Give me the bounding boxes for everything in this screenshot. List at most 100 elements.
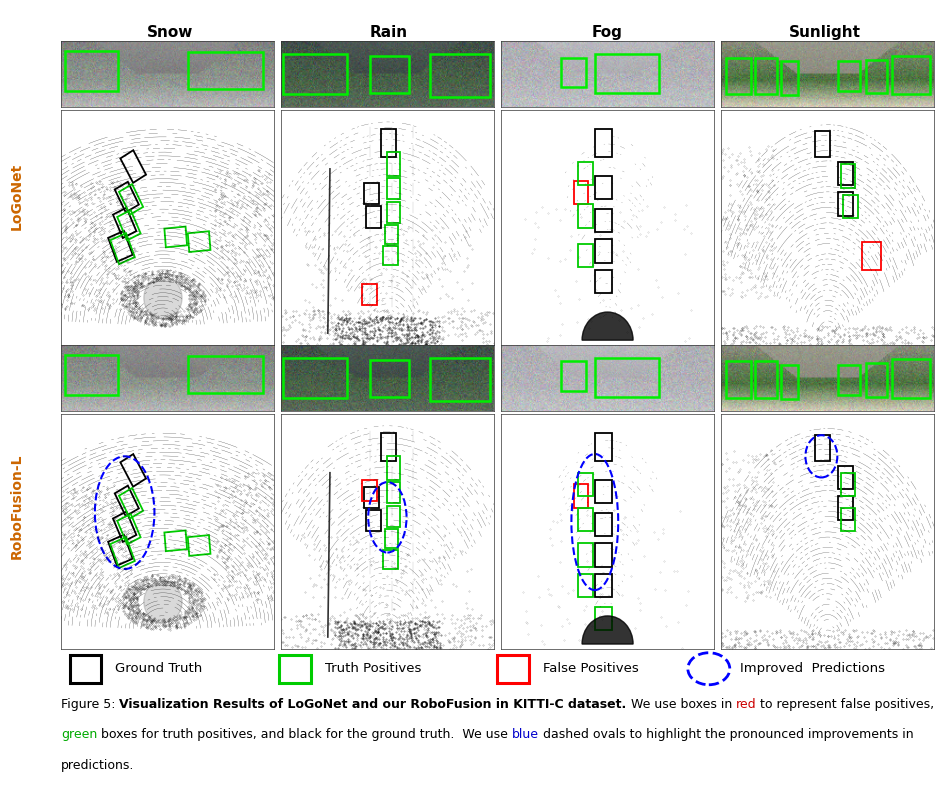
Bar bbox=[725, 57, 752, 94]
Bar bbox=[892, 360, 929, 398]
Text: LoGoNet: LoGoNet bbox=[10, 162, 23, 230]
Bar bbox=[69, 655, 101, 683]
Wedge shape bbox=[582, 616, 633, 644]
Bar bbox=[862, 242, 881, 270]
Bar bbox=[578, 473, 592, 496]
Text: green: green bbox=[61, 728, 97, 741]
Circle shape bbox=[144, 581, 183, 623]
Text: Visualization Results of LoGoNet and our RoboFusion in KITTI-C dataset.: Visualization Results of LoGoNet and our… bbox=[120, 698, 626, 711]
Text: to represent false positives,: to represent false positives, bbox=[756, 698, 934, 711]
Text: Fog: Fog bbox=[592, 25, 622, 40]
Bar bbox=[594, 513, 612, 536]
Bar bbox=[383, 246, 398, 265]
Bar bbox=[578, 162, 592, 185]
Bar bbox=[594, 270, 612, 294]
Bar bbox=[578, 574, 592, 597]
Bar bbox=[594, 129, 612, 157]
Bar bbox=[66, 355, 118, 395]
Bar bbox=[362, 480, 377, 501]
Bar bbox=[430, 54, 490, 97]
Bar bbox=[839, 466, 854, 489]
Bar bbox=[594, 574, 612, 597]
Bar bbox=[383, 550, 398, 569]
Bar bbox=[574, 181, 589, 204]
Text: RoboFusion-L: RoboFusion-L bbox=[10, 454, 23, 559]
Bar bbox=[578, 204, 592, 228]
Bar bbox=[366, 206, 381, 228]
Text: Rain: Rain bbox=[370, 25, 407, 40]
Text: Sunlight: Sunlight bbox=[789, 25, 861, 40]
Text: Figure 5:: Figure 5: bbox=[61, 698, 120, 711]
Bar bbox=[842, 195, 857, 218]
Bar bbox=[561, 57, 586, 87]
Bar bbox=[839, 496, 854, 520]
Bar bbox=[866, 60, 887, 93]
Bar bbox=[781, 61, 798, 95]
Text: False Positives: False Positives bbox=[543, 663, 638, 675]
Bar bbox=[364, 487, 379, 508]
Bar bbox=[362, 284, 377, 305]
Bar bbox=[755, 57, 777, 94]
Bar bbox=[498, 655, 529, 683]
Bar bbox=[839, 365, 859, 395]
Bar bbox=[594, 239, 612, 263]
Bar bbox=[578, 543, 592, 567]
Text: predictions.: predictions. bbox=[61, 759, 134, 772]
Bar bbox=[866, 363, 887, 396]
Wedge shape bbox=[582, 312, 633, 340]
Text: Improved  Predictions: Improved Predictions bbox=[740, 663, 885, 675]
Bar bbox=[388, 506, 401, 527]
Text: Truth Positives: Truth Positives bbox=[325, 663, 421, 675]
Bar bbox=[279, 655, 311, 683]
Bar bbox=[839, 61, 859, 90]
Text: dashed ovals to highlight the pronounced improvements in: dashed ovals to highlight the pronounced… bbox=[539, 728, 914, 741]
Bar bbox=[594, 209, 612, 232]
Bar bbox=[284, 54, 347, 94]
Bar bbox=[364, 183, 379, 204]
Bar bbox=[371, 360, 409, 396]
Bar bbox=[388, 456, 401, 480]
Bar bbox=[188, 356, 263, 392]
Text: Ground Truth: Ground Truth bbox=[115, 663, 202, 675]
Bar bbox=[578, 244, 592, 268]
Bar bbox=[815, 435, 830, 461]
Bar bbox=[388, 202, 401, 223]
Bar bbox=[594, 543, 612, 567]
Bar bbox=[386, 225, 398, 244]
Bar bbox=[430, 358, 490, 401]
Bar bbox=[381, 433, 396, 461]
Bar bbox=[839, 192, 854, 216]
Bar bbox=[841, 164, 856, 188]
Bar bbox=[594, 607, 612, 630]
Bar bbox=[388, 482, 401, 503]
Bar bbox=[725, 361, 752, 398]
Text: boxes for truth positives, and black for the ground truth.  We use: boxes for truth positives, and black for… bbox=[97, 728, 512, 741]
Bar bbox=[284, 358, 347, 398]
Bar bbox=[386, 529, 398, 548]
Text: Snow: Snow bbox=[147, 25, 193, 40]
Bar bbox=[381, 129, 396, 157]
Bar bbox=[839, 162, 854, 185]
Bar bbox=[66, 51, 118, 90]
Text: We use boxes in: We use boxes in bbox=[626, 698, 736, 711]
Bar bbox=[388, 178, 401, 199]
Bar bbox=[815, 131, 830, 157]
Bar bbox=[594, 176, 612, 199]
Bar bbox=[561, 361, 586, 391]
Bar bbox=[594, 480, 612, 503]
Text: red: red bbox=[736, 698, 756, 711]
Bar bbox=[188, 53, 263, 89]
Bar bbox=[594, 433, 612, 461]
Circle shape bbox=[144, 277, 183, 319]
Bar bbox=[594, 358, 659, 396]
Bar bbox=[371, 57, 409, 93]
Bar bbox=[594, 54, 659, 93]
Bar bbox=[574, 484, 589, 508]
Text: blue: blue bbox=[512, 728, 539, 741]
Bar bbox=[388, 152, 401, 176]
Bar bbox=[841, 473, 856, 496]
Bar bbox=[366, 510, 381, 531]
Bar bbox=[892, 56, 929, 94]
Bar bbox=[755, 361, 777, 398]
Bar bbox=[781, 365, 798, 399]
